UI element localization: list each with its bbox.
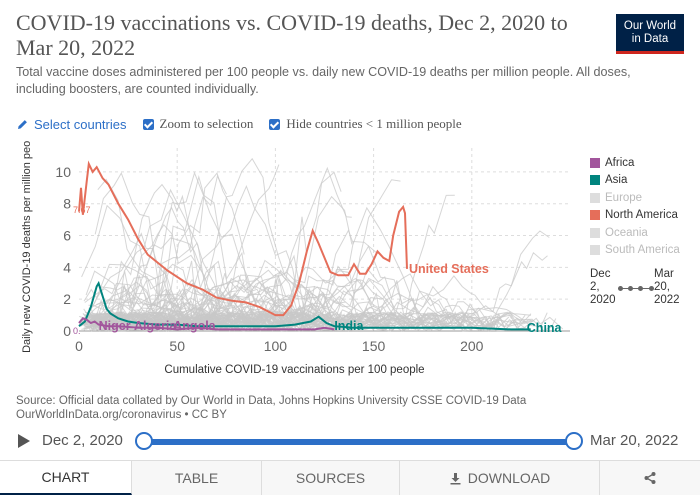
legend-swatch (590, 227, 600, 238)
series-line-africa (78, 317, 335, 331)
series-line-united-states (78, 160, 408, 317)
zoom-to-selection-checkbox[interactable]: Zoom to selection (142, 116, 254, 132)
pencil-icon (18, 119, 27, 129)
timeline-start-handle[interactable] (135, 432, 153, 450)
series-end-label: Algeria (134, 319, 177, 333)
y-tick-label: 0 (63, 323, 71, 339)
logo-accent-bar (616, 51, 684, 54)
tab-chart[interactable]: CHART (0, 461, 132, 495)
share-button[interactable] (600, 461, 700, 495)
background-country-line (83, 287, 451, 331)
series-end-label: Niger (99, 319, 131, 333)
hide-small-countries-checkbox[interactable]: Hide countries < 1 million people (269, 116, 462, 132)
x-tick-label: 150 (362, 338, 386, 354)
x-tick-label: 200 (460, 338, 484, 354)
legend-label: South America (605, 244, 680, 257)
background-country-line (92, 171, 297, 329)
legend-swatch (590, 210, 600, 221)
legend-item-north-america[interactable]: North America (590, 207, 680, 225)
chart-legend: Africa Asia Europe North America Oceania… (590, 154, 680, 259)
timeline-end-label: Mar 20, 2022 (590, 432, 679, 449)
y-tick-label: 6 (63, 228, 71, 244)
legend-swatch (590, 175, 600, 186)
series-end-label: China (527, 321, 563, 335)
logo-line-2: in Data (631, 33, 669, 45)
tab-sources[interactable]: SOURCES (262, 461, 400, 495)
share-icon (644, 472, 656, 484)
legend-swatch (590, 192, 600, 203)
owid-logo[interactable]: Our World in Data (616, 14, 684, 54)
range-connector (618, 286, 654, 291)
play-icon[interactable] (18, 434, 30, 448)
legend-label: North America (605, 209, 678, 222)
x-tick-label: 0 (75, 338, 83, 354)
point-value-label: 7.67 (73, 205, 91, 215)
legend-swatch (590, 157, 600, 168)
select-countries-button[interactable]: Select countries (16, 117, 127, 132)
highlighted-series (78, 160, 531, 331)
series-line-asia (78, 280, 531, 331)
series-end-label: United States (409, 262, 489, 276)
chart-subtitle: Total vaccine doses administered per 100… (16, 65, 631, 96)
timeline-start-label: Dec 2, 2020 (42, 432, 123, 449)
tab-download[interactable]: DOWNLOAD (400, 461, 600, 495)
timeline: Dec 2, 2020 Mar 20, 2022 (0, 428, 700, 456)
source-line-2[interactable]: OurWorldInData.org/coronavirus • CC BY (16, 409, 227, 421)
timeline-track[interactable] (143, 439, 573, 445)
checkbox-checked-icon (269, 118, 281, 130)
x-tick-label: 50 (169, 338, 185, 354)
select-countries-label: Select countries (34, 116, 127, 132)
legend-item-europe[interactable]: Europe (590, 189, 680, 207)
legend-swatch (590, 245, 600, 256)
legend-item-asia[interactable]: Asia (590, 172, 680, 190)
legend-label: Africa (605, 156, 635, 169)
chart-controls: Select countries Zoom to selection Hide … (16, 116, 462, 132)
checkbox-checked-icon (142, 118, 154, 130)
source-line-1: Source: Official data collated by Our Wo… (16, 395, 527, 407)
x-axis-label: Cumulative COVID-19 vaccinations per 100… (164, 364, 424, 376)
legend-item-south-america[interactable]: South America (590, 242, 680, 260)
timeline-end-handle[interactable] (565, 432, 583, 450)
y-axis-label: Daily new COVID-19 deaths per million pe… (21, 140, 33, 353)
bottom-tabs: CHART TABLE SOURCES DOWNLOAD (0, 460, 700, 495)
y-tick-label: 2 (63, 291, 71, 307)
y-tick-label: 8 (63, 196, 71, 212)
source-note: Source: Official data collated by Our Wo… (16, 394, 526, 422)
y-tick-label: 10 (55, 164, 71, 180)
point-value-label: 0. (73, 326, 81, 336)
range-start-label: Dec 2, 2020 (590, 268, 616, 306)
chart-title: COVID-19 vaccinations vs. COVID-19 death… (16, 10, 568, 60)
legend-label: Oceania (605, 226, 648, 239)
background-country-line (87, 166, 352, 332)
y-tick-label: 4 (63, 259, 71, 275)
legend-item-africa[interactable]: Africa (590, 154, 680, 172)
legend-item-oceania[interactable]: Oceania (590, 224, 680, 242)
background-country-line (79, 275, 232, 332)
legend-label: Asia (605, 174, 628, 187)
logo-line-1: Our World (623, 20, 677, 32)
download-label: DOWNLOAD (467, 470, 551, 486)
range-end-label: Mar 20, 2022 (654, 268, 680, 306)
tab-table[interactable]: TABLE (132, 461, 262, 495)
zoom-to-selection-label: Zoom to selection (159, 116, 254, 131)
series-end-label: Angola (173, 319, 216, 333)
series-end-label: India (334, 319, 364, 333)
time-range-indicator: Dec 2, 2020 Mar 20, 2022 (590, 268, 690, 314)
x-tick-label: 100 (264, 338, 288, 354)
legend-label: Europe (605, 191, 643, 204)
hide-small-countries-label: Hide countries < 1 million people (286, 116, 462, 131)
download-icon (450, 472, 461, 484)
background-country-lines (78, 157, 564, 333)
